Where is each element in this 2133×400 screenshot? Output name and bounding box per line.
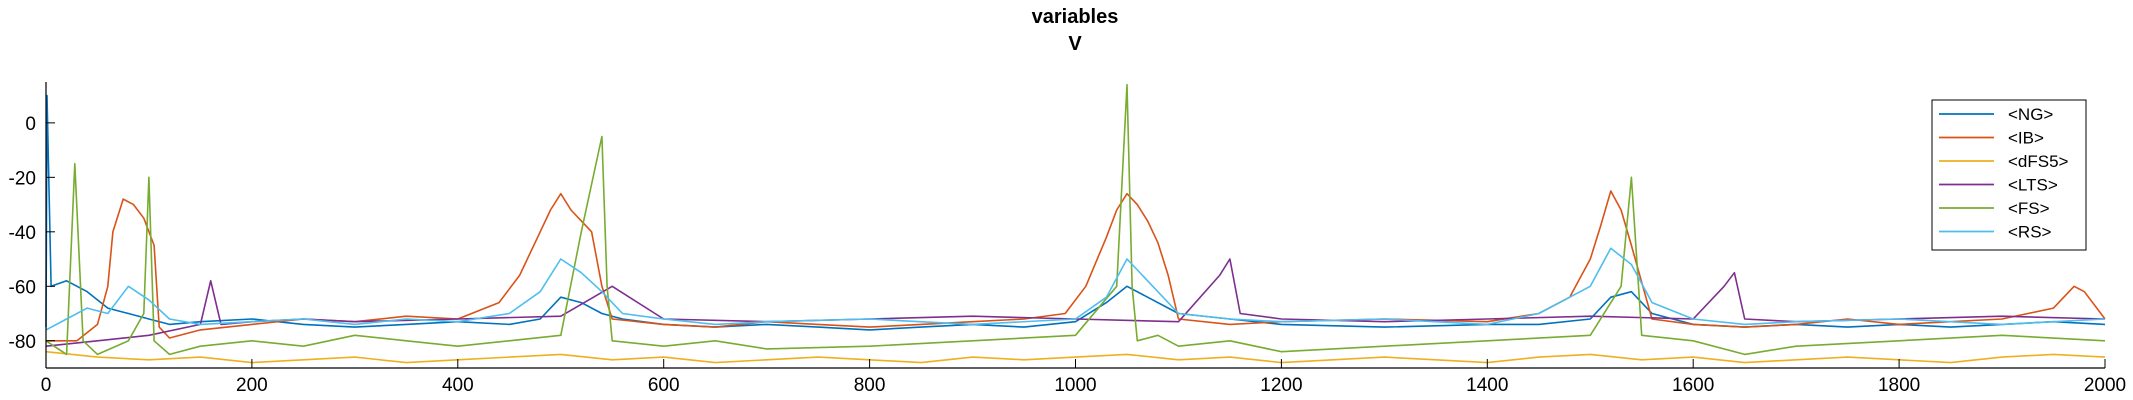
x-tick-label: 200 — [236, 375, 268, 396]
x-tick-label: 600 — [648, 375, 680, 396]
x-tick-label: 1200 — [1260, 375, 1302, 396]
chart-title: variables — [1032, 6, 1119, 28]
legend-label-2: <dFS5> — [2008, 152, 2069, 171]
legend-label-3: <LTS> — [2008, 176, 2058, 195]
x-tick-label: 1000 — [1054, 375, 1096, 396]
series-line-5 — [45, 247, 2106, 331]
series-line-4 — [45, 83, 2106, 356]
y-tick-label: -40 — [9, 223, 36, 244]
chart-subtitle: V — [1068, 33, 1082, 55]
axes-layer: 0 200 400 600 800 1000 1200 1400 1600 1800 2000 -80… — [9, 82, 2126, 396]
y-tick-label: -60 — [9, 277, 36, 298]
x-tick-label: 0 — [41, 375, 52, 396]
x-tick-label: 1600 — [1672, 375, 1714, 396]
legend-label-0: <NG> — [2008, 105, 2053, 124]
x-tick-label: 1400 — [1466, 375, 1508, 396]
x-tick-label: 1800 — [1878, 375, 1920, 396]
legend: <NG> <IB> <dFS5> <LTS> <FS> <RS> — [1931, 99, 2087, 251]
legend-label-5: <RS> — [2008, 223, 2052, 242]
x-tick-label: 400 — [442, 375, 474, 396]
legend-label-4: <FS> — [2008, 199, 2050, 218]
series-line-2 — [45, 350, 2106, 364]
x-tick-label: 800 — [854, 375, 886, 396]
x-tick-label: 2000 — [2084, 375, 2126, 396]
y-tick-label: -20 — [9, 168, 36, 189]
legend-label-1: <IB> — [2008, 129, 2044, 148]
y-tick-label: -80 — [9, 332, 36, 353]
legend-box — [1931, 99, 2087, 251]
y-tick-label: 0 — [25, 114, 36, 135]
series-layer — [45, 83, 2106, 364]
